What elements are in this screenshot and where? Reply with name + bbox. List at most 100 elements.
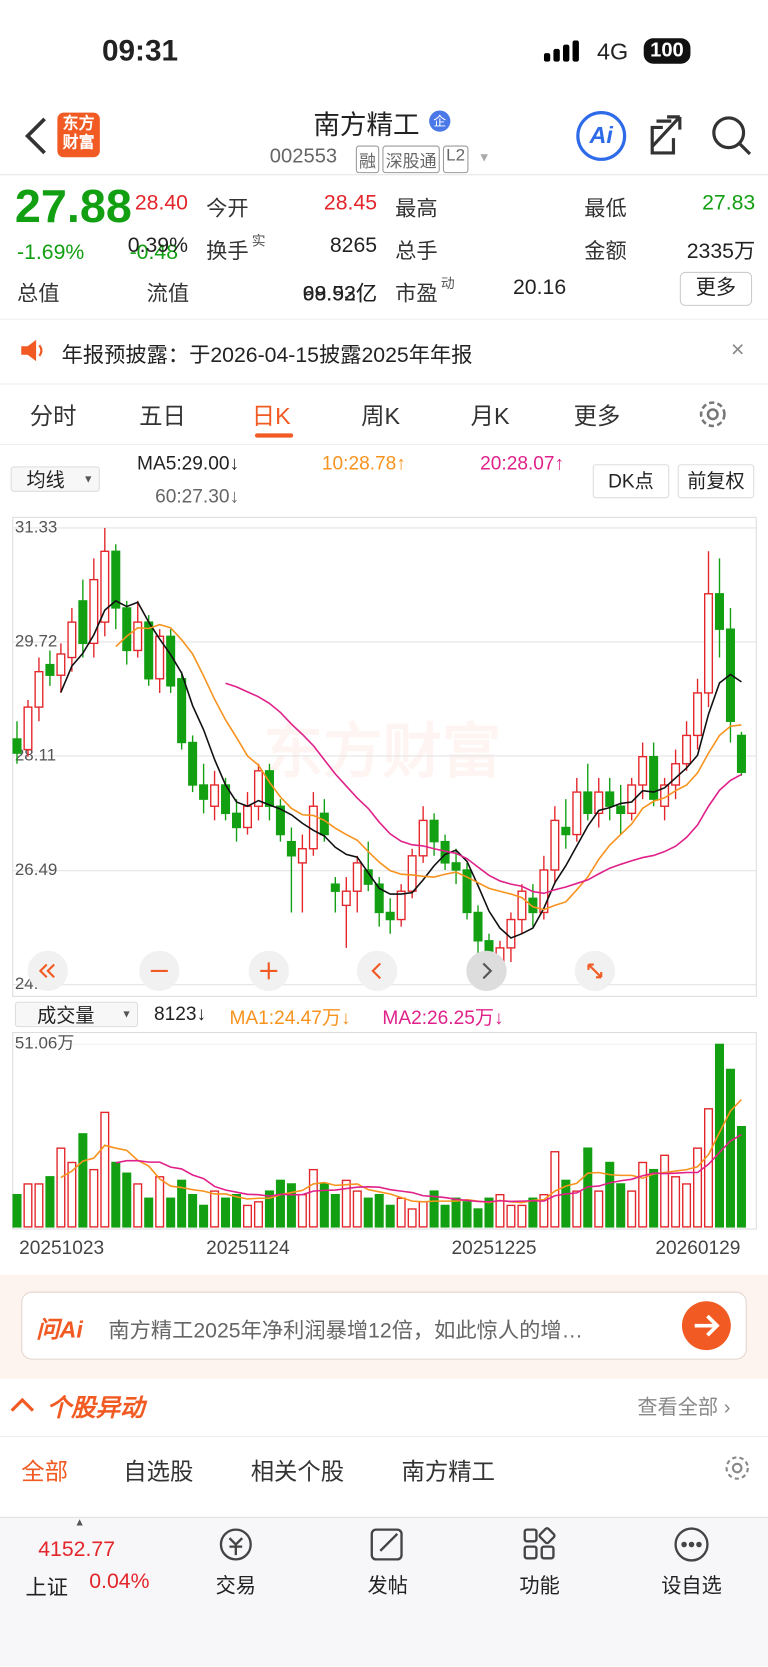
volume-bar	[242, 1204, 253, 1228]
volume-bar	[45, 1176, 55, 1228]
section-tab[interactable]: 自选股	[123, 1458, 194, 1486]
volume-bar	[725, 1068, 735, 1228]
collapse-icon[interactable]	[8, 1394, 36, 1415]
volume-bar	[67, 1161, 77, 1228]
candle-body	[341, 890, 351, 907]
section-tab[interactable]: 全部	[21, 1458, 68, 1486]
nav-item[interactable]: 功能	[519, 1575, 560, 1598]
candle-body	[506, 918, 516, 949]
nav-item[interactable]: 发帖	[367, 1575, 408, 1598]
price-frame	[12, 516, 757, 997]
volume-bar	[12, 1193, 22, 1228]
control-button[interactable]	[466, 950, 507, 992]
candle-body	[638, 755, 648, 786]
ai-button[interactable]	[576, 111, 627, 161]
index-pct: 0.04%	[89, 1569, 150, 1594]
volume-bar	[341, 1179, 351, 1228]
volume-bar	[616, 1183, 626, 1228]
field-value: 20.16	[512, 276, 567, 300]
candle-body	[385, 911, 395, 921]
candle-body	[671, 763, 681, 786]
field-label: 换手	[206, 240, 249, 264]
back-button[interactable]	[21, 115, 53, 157]
candle-body	[297, 848, 307, 864]
nav-item[interactable]: 设自选	[661, 1575, 722, 1598]
volume-bar	[506, 1204, 516, 1228]
settings-icon[interactable]	[697, 398, 729, 430]
field-value: 27.83	[702, 191, 756, 215]
index-value[interactable]: 4152.77	[38, 1538, 116, 1562]
period-tab[interactable]: 五日	[139, 402, 186, 430]
search-button[interactable]	[712, 116, 746, 150]
candle-body	[539, 869, 549, 914]
chart-controls	[27, 950, 616, 992]
candle-body	[550, 819, 560, 871]
candle-body	[714, 593, 725, 630]
candle-body	[23, 706, 33, 751]
ma-selector[interactable]: 均线 ▼	[10, 466, 100, 492]
y-tick-label: 26.49	[15, 860, 58, 879]
more-button[interactable]: 更多	[679, 271, 753, 306]
ai-text: 南方精工2025年净利润暴增12倍，如此惊人的增…	[108, 1319, 583, 1343]
candle-body	[594, 791, 604, 815]
candle-body	[407, 855, 417, 892]
ai-send[interactable]	[681, 1300, 732, 1351]
view-all[interactable]: 查看全部 ›	[637, 1396, 731, 1420]
candle-body	[517, 890, 527, 921]
candle-body	[561, 826, 571, 836]
volume-ma2: MA2:26.25万↓	[382, 1007, 504, 1029]
adjust-button[interactable]: 前复权	[677, 464, 755, 499]
period-tab[interactable]: 日K	[251, 402, 291, 430]
change: -0.48	[129, 241, 179, 265]
share-button[interactable]	[650, 115, 682, 155]
nav-item[interactable]: 交易	[215, 1575, 257, 1598]
ai-input[interactable]	[21, 1291, 747, 1360]
section-settings[interactable]	[722, 1453, 752, 1483]
volume-bar	[451, 1197, 461, 1228]
candle-body	[12, 738, 22, 754]
y-tick-label: 51.06万	[15, 1034, 74, 1053]
y-tick-label: 29.72	[15, 631, 58, 650]
dk-button[interactable]: DK点	[592, 464, 670, 499]
candle-body	[232, 812, 242, 829]
candle-body	[253, 770, 263, 807]
candle-body	[122, 607, 132, 652]
field-value: 0.39%	[127, 233, 189, 258]
period-tab[interactable]: 分时	[29, 402, 77, 430]
period-tab[interactable]: 周K	[361, 402, 401, 430]
candle-body	[736, 734, 746, 773]
period-tab[interactable]: 月K	[470, 402, 510, 430]
control-button[interactable]	[356, 950, 398, 992]
volume-selector[interactable]: 成交量 ▼	[14, 1001, 139, 1028]
dropdown[interactable]: ▼	[477, 149, 491, 165]
volume-bar	[210, 1190, 220, 1228]
candle-body	[155, 635, 165, 680]
logo: 东方 财富	[57, 112, 100, 158]
notice-bar[interactable]	[0, 318, 768, 385]
candle-body	[34, 670, 44, 708]
period-tab[interactable]: 更多	[573, 402, 621, 430]
ma10-label: 10:28.78↑	[321, 452, 406, 474]
candle-body	[264, 770, 274, 807]
candle-body	[56, 653, 66, 676]
badge: 企	[429, 110, 451, 132]
ma-line	[60, 599, 742, 939]
section-tab[interactable]: 相关个股	[250, 1458, 345, 1486]
candle-body	[693, 692, 703, 737]
candle-body	[703, 593, 714, 694]
candle-body	[649, 755, 659, 800]
volume-bar	[199, 1204, 209, 1228]
x-tick-label: 20251023	[19, 1238, 104, 1259]
close-button[interactable]: ×	[730, 335, 745, 363]
volume-bar	[385, 1204, 395, 1228]
price: 27.88	[14, 180, 132, 233]
volume-bar	[23, 1183, 33, 1228]
ma-line	[60, 1098, 743, 1204]
watermark: 东方财富	[263, 718, 501, 785]
volume-bar	[517, 1204, 527, 1228]
candle-body	[330, 883, 340, 892]
field-value: 69.92亿	[302, 282, 378, 306]
section-tab[interactable]: 南方精工	[401, 1458, 496, 1486]
candle-body	[133, 621, 143, 652]
volume-bar	[166, 1197, 176, 1228]
